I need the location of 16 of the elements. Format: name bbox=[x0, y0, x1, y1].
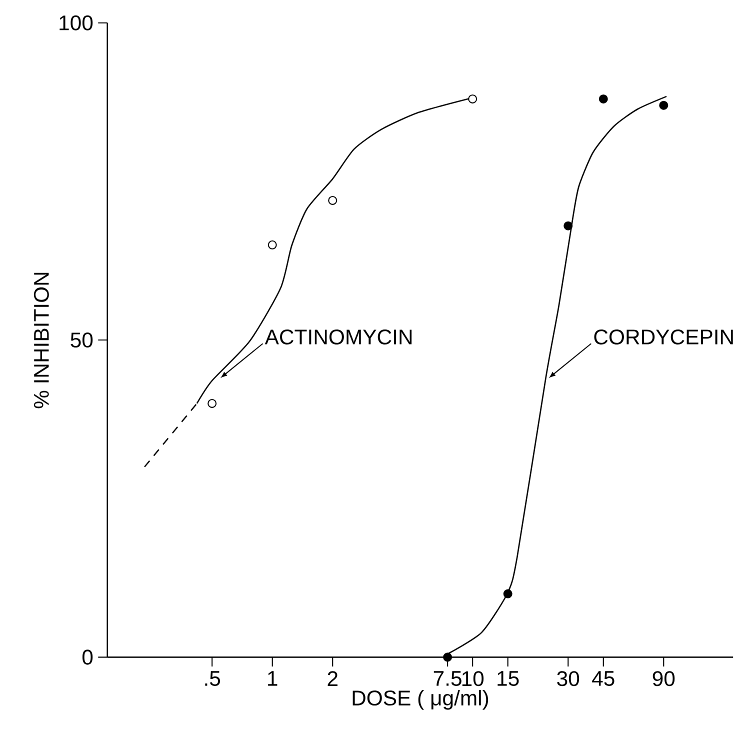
y-axis-title: % INHIBITION bbox=[34, 272, 49, 408]
x-tick-label: 15 bbox=[498, 671, 519, 686]
x-tick-label: 1 bbox=[268, 671, 278, 686]
x-tick-label: .5 bbox=[205, 671, 220, 686]
y-tick-label: 0 bbox=[82, 650, 93, 665]
x-tick-label: 7.5 bbox=[434, 671, 462, 686]
annotation: ACTINOMYCIN bbox=[264, 330, 412, 345]
annotation: CORDYCEPIN bbox=[594, 330, 733, 345]
x-tick-label: 30 bbox=[557, 671, 580, 686]
x-tick-label: 2 bbox=[328, 671, 338, 686]
y-tick-label: 100 bbox=[60, 15, 93, 30]
x-tick-label: 90 bbox=[652, 671, 675, 686]
y-tick-label: 50 bbox=[70, 332, 93, 348]
x-tick-label: 10 bbox=[462, 671, 484, 686]
x-tick-label: 45 bbox=[592, 671, 614, 686]
x-axis-title: DOSE ( μg/ml) bbox=[352, 690, 488, 710]
